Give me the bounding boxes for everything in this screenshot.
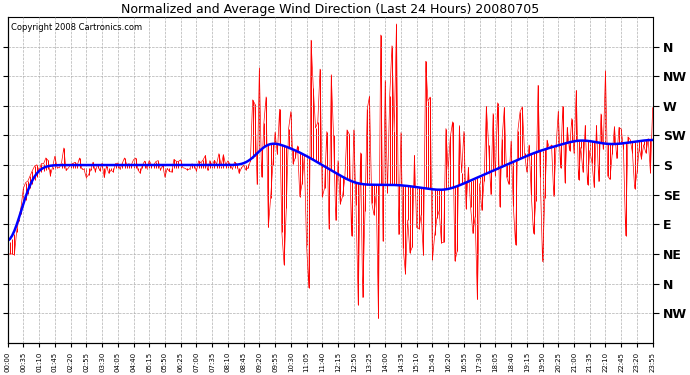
Title: Normalized and Average Wind Direction (Last 24 Hours) 20080705: Normalized and Average Wind Direction (L… <box>121 3 540 16</box>
Text: Copyright 2008 Cartronics.com: Copyright 2008 Cartronics.com <box>11 24 142 33</box>
